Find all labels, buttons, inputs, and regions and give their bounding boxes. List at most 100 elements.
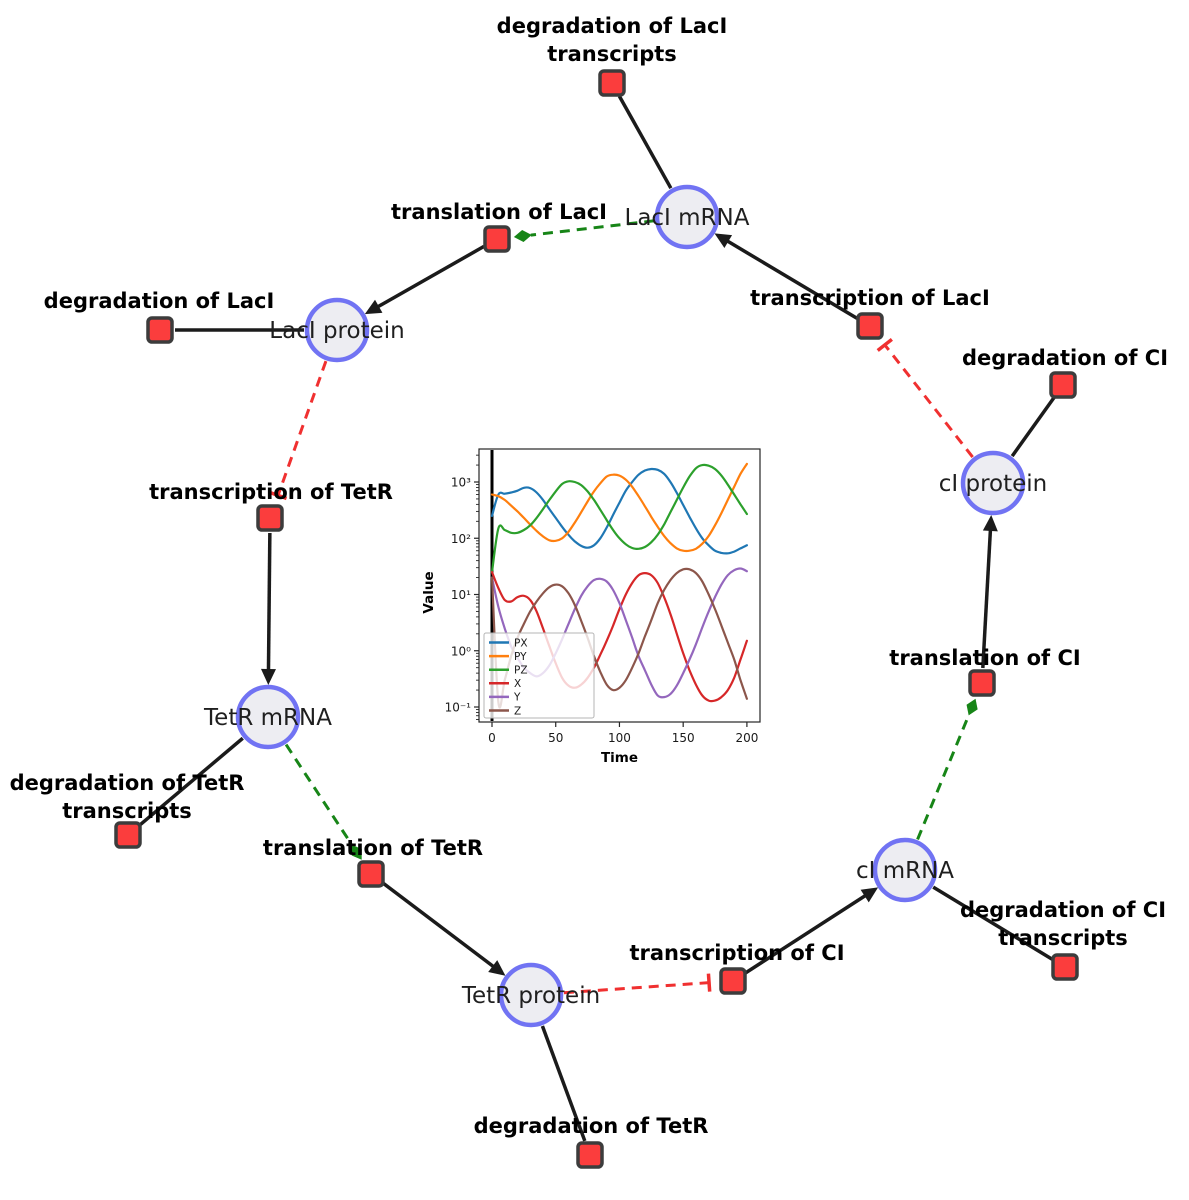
- species-nodes-layer: [235, 184, 1026, 1028]
- edge-tx_laci-laci_mrna: [714, 233, 859, 320]
- edge-line: [617, 95, 673, 190]
- reaction-label-line: transcripts: [62, 799, 192, 823]
- labels-layer: degradation of LacI transcripts translatio…: [10, 14, 1168, 1138]
- edge-line: [744, 894, 867, 975]
- reaction-label-tx_tetr: transcription of TetR: [149, 480, 393, 504]
- reaction-label-line: degradation of CI: [962, 346, 1168, 370]
- edge-ci_mrna-deg_ci_tx: [932, 885, 1054, 961]
- reaction-node-deg_ci: [1049, 371, 1077, 399]
- legend-label-Z: Z: [514, 705, 521, 717]
- reaction-nodes-layer: [114, 69, 1079, 1169]
- edge-line: [276, 360, 328, 496]
- edge-line: [916, 713, 971, 841]
- y-tick-label: 10⁰: [451, 644, 471, 658]
- reaction-node-deg_tetr: [576, 1141, 604, 1169]
- diamond-arrowhead-icon: [513, 230, 532, 242]
- reaction-label-deg_tetr: degradation of TetR: [474, 1114, 709, 1138]
- species-label-ci_mrna: cI mRNA: [856, 858, 954, 884]
- legend-label-PX: PX: [514, 637, 528, 649]
- arrowhead-icon: [860, 887, 879, 903]
- reaction-label-line: translation of LacI: [391, 200, 607, 224]
- species-node-ci_protein: [960, 450, 1026, 516]
- edge-line: [266, 532, 272, 671]
- reaction-label-line: degradation of CI: [960, 898, 1166, 922]
- reaction-label-line: degradation of TetR: [474, 1114, 709, 1138]
- series-line-PY: [490, 462, 748, 553]
- edge-tx_tetr-tetr_mrna: [260, 532, 276, 686]
- edge-line: [932, 885, 1054, 961]
- edge-line: [138, 736, 244, 827]
- edge-line: [381, 881, 495, 969]
- species-node-tetr_protein: [498, 962, 564, 1028]
- reaction-node-deg_laci: [146, 316, 174, 344]
- x-tick-label: 150: [672, 731, 695, 745]
- reaction-node-tx_tetr: [256, 504, 284, 532]
- reaction-label-line: transcription of TetR: [149, 480, 393, 504]
- arrowhead-icon: [260, 668, 276, 686]
- edge-line: [540, 1025, 587, 1142]
- reaction-node-deg_ci_tx: [1051, 953, 1079, 981]
- legend-label-PY: PY: [514, 651, 527, 663]
- x-tick-label: 0: [488, 731, 496, 745]
- y-tick-label: 10⁻¹: [445, 701, 472, 715]
- reaction-label-tx_ci: transcription of CI: [629, 941, 844, 965]
- species-node-laci_protein: [304, 297, 370, 363]
- reaction-node-transl_laci: [483, 225, 511, 253]
- y-tick-label: 10²: [451, 532, 471, 546]
- reaction-label-line: degradation of LacI: [497, 14, 728, 38]
- reaction-label-line: transcription of CI: [629, 941, 844, 965]
- diamond-arrowhead-icon: [351, 844, 362, 860]
- series-line-X: [490, 571, 748, 703]
- species-node-ci_mrna: [872, 837, 938, 903]
- arrowhead-icon: [364, 299, 383, 315]
- edge-transl_tetr-tetr_protein: [381, 881, 506, 976]
- reaction-node-deg_laci_tx: [598, 69, 626, 97]
- reaction-label-line: translation of TetR: [263, 836, 483, 860]
- reaction-label-deg_tetr_tx: degradation of TetR transcripts: [10, 771, 245, 823]
- reaction-label-transl_ci: translation of CI: [889, 646, 1080, 670]
- edge-line: [883, 343, 974, 458]
- x-axis-title: Time: [601, 750, 638, 766]
- reaction-label-line: transcription of LacI: [750, 286, 990, 310]
- reaction-label-deg_laci: degradation of LacI: [44, 289, 275, 313]
- y-tick-label: 10¹: [451, 588, 471, 602]
- edge-tetr_mrna-transl_tetr: [284, 743, 362, 860]
- reaction-label-transl_laci: translation of LacI: [391, 200, 607, 224]
- edge-ci_protein-deg_ci: [1010, 396, 1056, 458]
- reaction-label-deg_laci_tx: degradation of LacI transcripts: [497, 14, 728, 66]
- edge-laci_mrna-transl_laci: [513, 219, 655, 242]
- reaction-label-line: transcripts: [547, 42, 677, 66]
- series-line-Z: [490, 567, 748, 709]
- legend-box: [483, 632, 595, 719]
- edge-transl_laci-laci_protein: [364, 244, 485, 315]
- chart-background: [423, 436, 771, 762]
- edge-ci_protein-tx_laci: [876, 337, 974, 458]
- reaction-node-transl_tetr: [357, 860, 385, 888]
- species-label-tetr_protein: TetR protein: [461, 983, 600, 1009]
- reaction-node-tx_ci: [719, 967, 747, 995]
- reaction-label-deg_ci: degradation of CI: [962, 346, 1168, 370]
- reaction-label-line: translation of CI: [889, 646, 1080, 670]
- species-label-laci_mrna: LacI mRNA: [625, 205, 750, 231]
- edge-line: [376, 244, 485, 309]
- reaction-label-line: transcripts: [998, 926, 1128, 950]
- edge-tx_ci-ci_mrna: [744, 887, 879, 975]
- legend-label-X: X: [514, 678, 521, 690]
- x-tick-label: 100: [608, 731, 631, 745]
- diamond-arrowhead-icon: [966, 698, 978, 716]
- edge-line: [563, 981, 710, 995]
- species-node-tetr_mrna: [235, 684, 301, 750]
- edge-line: [1010, 396, 1056, 458]
- edge-tetr_protein-deg_tetr: [540, 1025, 587, 1142]
- edge-line: [530, 219, 655, 237]
- reaction-label-tx_laci: transcription of LacI: [750, 286, 990, 310]
- reaction-label-line: degradation of LacI: [44, 289, 275, 313]
- edge-tetr_protein-tx_ci: [563, 973, 712, 995]
- arrowhead-icon: [982, 514, 998, 532]
- reaction-label-deg_ci_tx: degradation of CI transcripts: [960, 898, 1166, 950]
- reaction-label-line: degradation of TetR: [10, 771, 245, 795]
- edges-layer: [138, 95, 1056, 1142]
- legend-label-Y: Y: [513, 692, 521, 704]
- x-tick-label: 50: [548, 731, 563, 745]
